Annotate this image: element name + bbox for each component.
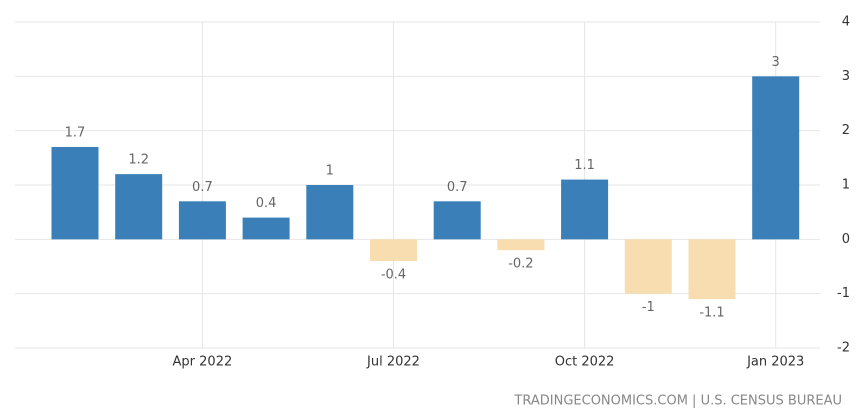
bar — [688, 239, 736, 300]
y-tick-label: 4 — [842, 15, 850, 30]
x-tick-label: Oct 2022 — [555, 355, 615, 370]
bar — [178, 201, 226, 240]
bar — [624, 239, 672, 294]
value-label: -0.4 — [381, 268, 406, 283]
bar — [561, 179, 609, 240]
value-label: 0.4 — [256, 196, 277, 211]
x-tick-label: Jan 2023 — [746, 355, 804, 370]
y-tick-label: 3 — [842, 69, 850, 84]
bar — [370, 239, 417, 262]
value-label: -1 — [642, 300, 655, 315]
value-label: 1.7 — [65, 125, 86, 140]
value-label: 1 — [326, 164, 334, 179]
value-label: 0.7 — [447, 180, 468, 195]
x-tick-label: Apr 2022 — [173, 355, 233, 370]
bar — [51, 146, 99, 240]
value-label: 1.2 — [128, 153, 149, 168]
y-tick-label: 0 — [842, 232, 850, 247]
bar — [242, 217, 290, 240]
value-label: -0.2 — [508, 257, 533, 272]
y-tick-label: -2 — [837, 341, 850, 356]
value-label: 0.7 — [192, 180, 213, 195]
bar — [497, 239, 545, 251]
bar — [115, 174, 163, 240]
source: TRADINGECONOMICS.COM | U.S. CENSUS BUREA… — [513, 394, 842, 409]
y-tick-label: 2 — [842, 123, 850, 138]
bar — [433, 201, 481, 240]
bar — [752, 76, 800, 240]
value-label: -1.1 — [699, 306, 724, 321]
bar — [306, 185, 354, 240]
y-tick-label: 1 — [842, 178, 850, 193]
y-tick-label: -1 — [837, 286, 850, 301]
value-label: 1.1 — [574, 158, 595, 173]
x-tick-label: Jul 2022 — [366, 355, 420, 370]
value-label: 3 — [772, 55, 780, 70]
